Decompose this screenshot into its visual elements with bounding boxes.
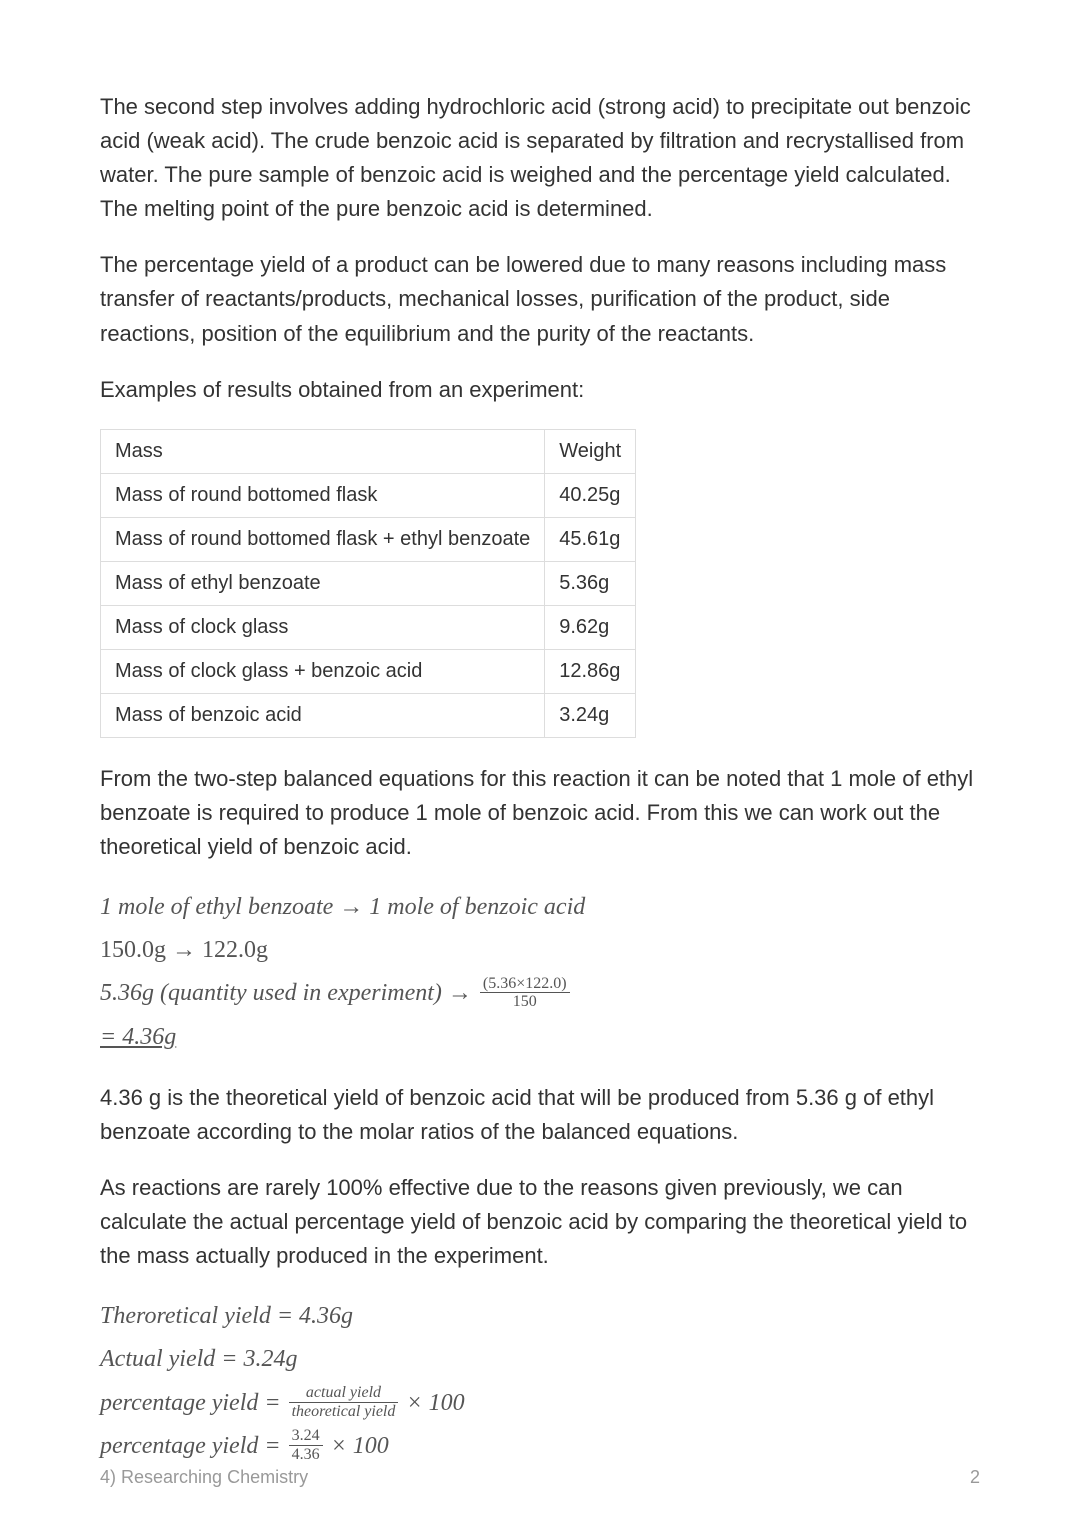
math-text: 122.0g — [196, 937, 268, 963]
results-table: Mass Weight Mass of round bottomed flask… — [100, 429, 636, 738]
arrow-icon: → — [339, 894, 363, 920]
table-cell: 9.62g — [545, 605, 636, 649]
arrow-icon: → — [172, 937, 196, 963]
table-cell: Mass of benzoic acid — [101, 693, 545, 737]
math-text: = 4.36g — [100, 1024, 176, 1050]
math-line: percentage yield = actual yield theoreti… — [100, 1382, 980, 1425]
table-row: Mass of benzoic acid 3.24g — [101, 693, 636, 737]
paragraph-6: As reactions are rarely 100% effective d… — [100, 1171, 980, 1273]
paragraph-5: 4.36 g is the theoretical yield of benzo… — [100, 1081, 980, 1149]
fraction-denominator: theoretical yield — [289, 1403, 399, 1421]
table-header-mass: Mass — [101, 429, 545, 473]
math-text-part: 5.36g (quantity used in experiment) — [100, 980, 448, 1006]
table-cell: Mass of ethyl benzoate — [101, 561, 545, 605]
math-text: × 100 — [331, 1433, 389, 1459]
math-line: 5.36g (quantity used in experiment) → (5… — [100, 972, 980, 1015]
arrow-icon: → — [448, 980, 472, 1006]
table-cell: Mass of clock glass — [101, 605, 545, 649]
math-line-result: = 4.36g — [100, 1016, 980, 1059]
table-row: Mass of ethyl benzoate 5.36g — [101, 561, 636, 605]
math-text: 5.36g (quantity used in experiment) — [100, 980, 448, 1006]
math-text: percentage yield = — [100, 1433, 287, 1459]
fraction-numerator: (5.36×122.0) — [480, 975, 570, 994]
math-line: 150.0g → 122.0g — [100, 929, 980, 972]
table-cell: 45.61g — [545, 517, 636, 561]
table-cell: 3.24g — [545, 693, 636, 737]
table-cell: Mass of round bottomed flask + ethyl ben… — [101, 517, 545, 561]
footer-page-number: 2 — [970, 1467, 980, 1488]
table-row: Mass of clock glass 9.62g — [101, 605, 636, 649]
paragraph-3: Examples of results obtained from an exp… — [100, 373, 980, 407]
math-text: 1 mole of benzoic acid — [363, 894, 585, 920]
math-text: × 100 — [406, 1390, 464, 1416]
fraction: 3.24 4.36 — [289, 1427, 323, 1463]
paragraph-2: The percentage yield of a product can be… — [100, 248, 980, 350]
table-row: Mass of clock glass + benzoic acid 12.86… — [101, 649, 636, 693]
table-cell: 5.36g — [545, 561, 636, 605]
table-row: Mass of round bottomed flask 40.25g — [101, 473, 636, 517]
table-cell: 40.25g — [545, 473, 636, 517]
math-line: 1 mole of ethyl benzoate → 1 mole of ben… — [100, 886, 980, 929]
paragraph-4: From the two-step balanced equations for… — [100, 762, 980, 864]
page-footer: 4) Researching Chemistry 2 — [100, 1467, 980, 1488]
math-text: percentage yield = — [100, 1390, 287, 1416]
fraction-denominator: 150 — [480, 993, 570, 1011]
math-text: 150.0g — [100, 937, 172, 963]
table-cell: Mass of clock glass + benzoic acid — [101, 649, 545, 693]
table-cell: Mass of round bottomed flask — [101, 473, 545, 517]
math-line: percentage yield = 3.24 4.36 × 100 — [100, 1425, 980, 1468]
table-row: Mass of round bottomed flask + ethyl ben… — [101, 517, 636, 561]
table-header-row: Mass Weight — [101, 429, 636, 473]
math-line: Actual yield = 3.24g — [100, 1338, 980, 1381]
table-header-weight: Weight — [545, 429, 636, 473]
fraction: (5.36×122.0) 150 — [480, 975, 570, 1011]
paragraph-1: The second step involves adding hydrochl… — [100, 90, 980, 226]
table-cell: 12.86g — [545, 649, 636, 693]
footer-left: 4) Researching Chemistry — [100, 1467, 308, 1488]
math-line: Theroretical yield = 4.36g — [100, 1295, 980, 1338]
fraction: actual yield theoretical yield — [289, 1384, 399, 1420]
fraction-denominator: 4.36 — [289, 1446, 323, 1464]
math-block-2: Theroretical yield = 4.36g Actual yield … — [100, 1295, 980, 1468]
fraction-numerator: 3.24 — [289, 1427, 323, 1446]
document-page: The second step involves adding hydrochl… — [0, 0, 1080, 1528]
fraction-numerator: actual yield — [289, 1384, 399, 1403]
math-text: 1 mole of ethyl benzoate — [100, 894, 339, 920]
math-block-1: 1 mole of ethyl benzoate → 1 mole of ben… — [100, 886, 980, 1059]
